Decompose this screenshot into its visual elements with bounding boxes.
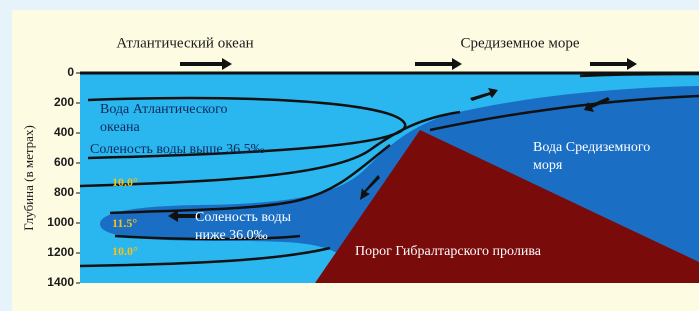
y-tick-label: 200 [54,95,74,109]
temperature: 10.0° [112,244,138,258]
label: моря [533,158,563,173]
diagram: Атлантический океан Средиземное море Вод… [0,0,699,311]
y-tick-label: 600 [54,155,74,169]
label: Вода Средиземного [533,140,650,155]
label: Порог Гибралтарского пролива [355,244,542,259]
label: ниже 36.0‰ [195,228,268,243]
label: Соленость воды [195,210,292,225]
label: Вода Атлантического [100,102,228,117]
temperature: 10.0° [112,175,138,189]
y-tick-label: 800 [54,185,74,199]
y-tick-label: 400 [54,125,74,139]
label: Атлантический океан [116,35,253,51]
label: Соленость воды выше 36.5‰ [90,142,265,157]
axis-label: Глубина (в метрах) [21,125,36,231]
label: океана [100,120,141,135]
y-tick-label: 1000 [47,215,74,229]
y-tick-label: 1400 [47,275,74,289]
y-tick-label: 1200 [47,245,74,259]
temperature: 11.5° [112,216,137,230]
label: Средиземное море [461,35,580,51]
y-tick-label: 0 [67,65,74,79]
